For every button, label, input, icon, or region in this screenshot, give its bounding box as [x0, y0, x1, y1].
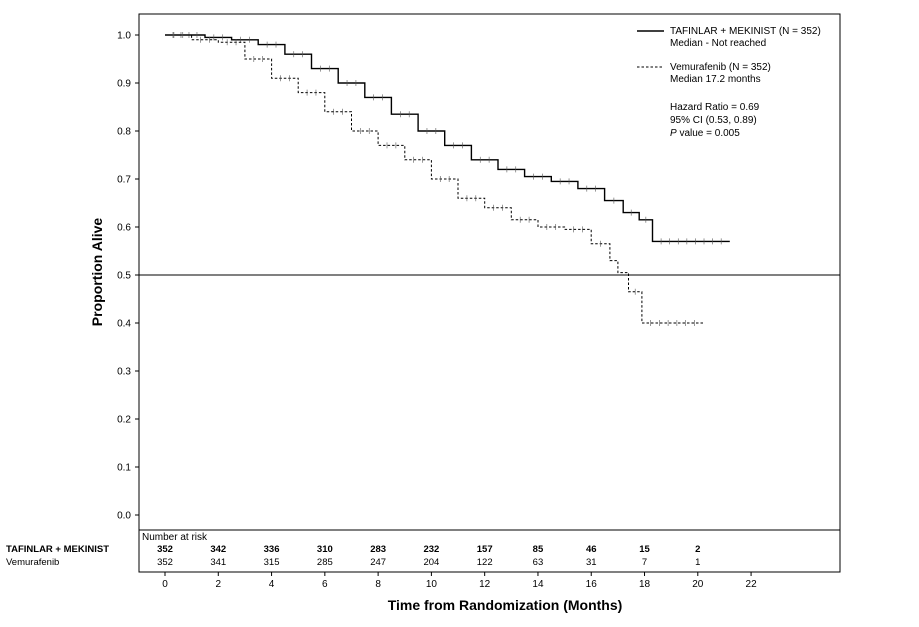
risk-values: 352 342 336 310 283 232 157 85 46 15 2 352 341 315 285… [157, 544, 700, 568]
risk-value-vemurafenib-10: 1 [695, 557, 700, 568]
y-tick-label-8: 0.8 [117, 127, 131, 138]
risk-value-tafinlar-3: 310 [317, 544, 333, 555]
x-tick-label-0: 0 [162, 579, 168, 590]
y-tick-label-10: 1.0 [117, 31, 131, 42]
risk-value-vemurafenib-1: 341 [210, 557, 226, 568]
series-line-tafinlar [165, 34, 730, 243]
risk-value-vemurafenib-2: 315 [264, 557, 280, 568]
y-axis-title: Proportion Alive [89, 218, 105, 327]
y-tick-label-5: 0.5 [117, 271, 131, 282]
legend-label-vemurafenib: Vemurafenib (N = 352) [670, 62, 771, 73]
risk-value-vemurafenib-4: 247 [370, 557, 386, 568]
y-tick-label-7: 0.7 [117, 175, 131, 186]
x-tick-label-6: 12 [479, 579, 491, 590]
legend-sublabel-vemurafenib: Median 17.2 months [670, 74, 761, 85]
risk-value-tafinlar-6: 157 [477, 544, 493, 555]
x-tick-label-10: 20 [692, 579, 704, 590]
risk-value-vemurafenib-5: 204 [423, 557, 439, 568]
risk-value-tafinlar-1: 342 [210, 544, 226, 555]
risk-value-tafinlar-8: 46 [586, 544, 597, 555]
x-axis: 0 2 4 6 8 10 12 14 16 18 20 22 [162, 572, 757, 590]
risk-row-label-tafinlar: TAFINLAR + MEKINIST [6, 544, 109, 555]
x-tick-label-7: 14 [532, 579, 544, 590]
x-tick-label-5: 10 [426, 579, 438, 590]
x-tick-label-4: 8 [375, 579, 381, 590]
risk-value-tafinlar-7: 85 [533, 544, 544, 555]
risk-value-vemurafenib-3: 285 [317, 557, 333, 568]
y-tick-label-3: 0.3 [117, 367, 131, 378]
y-tick-label-2: 0.2 [117, 415, 131, 426]
risk-value-vemurafenib-0: 352 [157, 557, 173, 568]
y-tick-label-1: 0.1 [117, 463, 131, 474]
x-tick-label-1: 2 [215, 579, 221, 590]
series-group [165, 32, 730, 326]
p-value-rest: value = 0.005 [677, 128, 741, 139]
legend-label-tafinlar: TAFINLAR + MEKINIST (N = 352) [670, 26, 821, 37]
risk-value-vemurafenib-6: 122 [477, 557, 493, 568]
y-axis: 0.0 0.1 0.2 0.3 0.4 0.5 0.6 0.7 0.8 0.9 1.0 [117, 31, 139, 522]
legend: TAFINLAR + MEKINIST (N = 352) Median - N… [637, 26, 821, 139]
risk-table-frame [138, 529, 841, 573]
risk-value-tafinlar-5: 232 [423, 544, 439, 555]
y-tick-label-6: 0.6 [117, 223, 131, 234]
y-tick-label-4: 0.4 [117, 319, 131, 330]
hazard-ratio-text: Hazard Ratio = 0.69 [670, 102, 760, 113]
censor-marks-tafinlar [172, 32, 722, 245]
risk-value-tafinlar-4: 283 [370, 544, 386, 555]
risk-value-tafinlar-0: 352 [157, 544, 173, 555]
legend-sublabel-tafinlar: Median - Not reached [670, 38, 766, 49]
risk-value-vemurafenib-8: 31 [586, 557, 597, 568]
risk-table-header: Number at risk [142, 532, 208, 543]
x-tick-label-11: 22 [746, 579, 758, 590]
x-tick-label-3: 6 [322, 579, 328, 590]
risk-value-tafinlar-9: 15 [639, 544, 650, 555]
ci-text: 95% CI (0.53, 0.89) [670, 115, 757, 126]
risk-value-tafinlar-2: 336 [264, 544, 280, 555]
y-tick-label-0: 0.0 [117, 511, 131, 522]
censor-marks-vemurafenib [173, 32, 695, 326]
p-italic: P [670, 128, 677, 139]
risk-value-tafinlar-10: 2 [695, 544, 700, 555]
series-line-vemurafenib [165, 34, 704, 324]
y-tick-label-9: 0.9 [117, 79, 131, 90]
x-axis-title: Time from Randomization (Months) [388, 597, 623, 613]
x-tick-label-9: 18 [639, 579, 651, 590]
risk-value-vemurafenib-9: 7 [642, 557, 647, 568]
risk-value-vemurafenib-7: 63 [533, 557, 544, 568]
risk-row-label-vemurafenib: Vemurafenib [6, 557, 59, 568]
plot-frame [138, 13, 841, 531]
x-tick-label-2: 4 [269, 579, 275, 590]
x-tick-label-8: 16 [586, 579, 598, 590]
p-value-text: P value = 0.005 [670, 128, 740, 139]
